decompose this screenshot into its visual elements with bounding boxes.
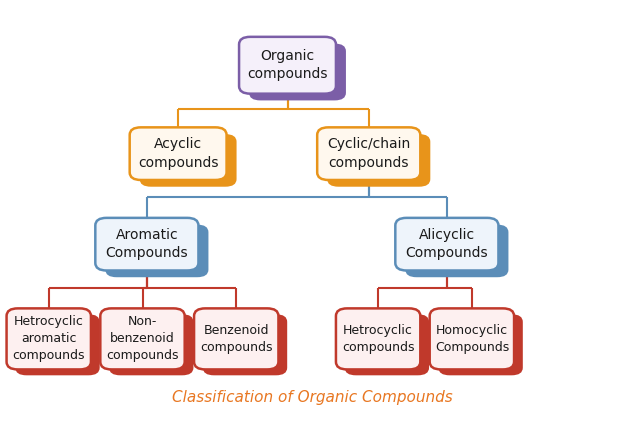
Text: Hetrocyclic
aromatic
compounds: Hetrocyclic aromatic compounds: [12, 315, 85, 362]
FancyBboxPatch shape: [100, 308, 185, 370]
Text: Hetrocyclic
compounds: Hetrocyclic compounds: [342, 324, 414, 354]
FancyBboxPatch shape: [249, 44, 346, 100]
Text: Homocyclic
Compounds: Homocyclic Compounds: [435, 324, 509, 354]
Text: Non-
benzenoid
compounds: Non- benzenoid compounds: [106, 315, 179, 362]
FancyBboxPatch shape: [129, 127, 226, 180]
FancyBboxPatch shape: [439, 314, 522, 376]
Text: Alicyclic
Compounds: Alicyclic Compounds: [406, 228, 488, 260]
FancyBboxPatch shape: [95, 218, 199, 271]
Text: Aromatic
Compounds: Aromatic Compounds: [106, 228, 188, 260]
FancyBboxPatch shape: [395, 218, 499, 271]
Text: Organic
compounds: Organic compounds: [248, 49, 328, 81]
FancyBboxPatch shape: [345, 314, 429, 376]
FancyBboxPatch shape: [6, 308, 91, 370]
FancyBboxPatch shape: [15, 314, 100, 376]
FancyBboxPatch shape: [317, 127, 420, 180]
Text: Classification of Organic Compounds: Classification of Organic Compounds: [172, 390, 453, 405]
FancyBboxPatch shape: [239, 37, 336, 94]
FancyBboxPatch shape: [194, 308, 279, 370]
FancyBboxPatch shape: [105, 225, 209, 277]
Text: Acyclic
compounds: Acyclic compounds: [138, 138, 218, 170]
FancyBboxPatch shape: [109, 314, 194, 376]
FancyBboxPatch shape: [139, 134, 236, 187]
FancyBboxPatch shape: [202, 314, 288, 376]
Text: Cyclic/chain
compounds: Cyclic/chain compounds: [327, 138, 411, 170]
FancyBboxPatch shape: [328, 134, 430, 187]
FancyBboxPatch shape: [430, 308, 514, 370]
FancyBboxPatch shape: [406, 225, 509, 277]
FancyBboxPatch shape: [336, 308, 420, 370]
Text: Benzenoid
compounds: Benzenoid compounds: [200, 324, 272, 354]
